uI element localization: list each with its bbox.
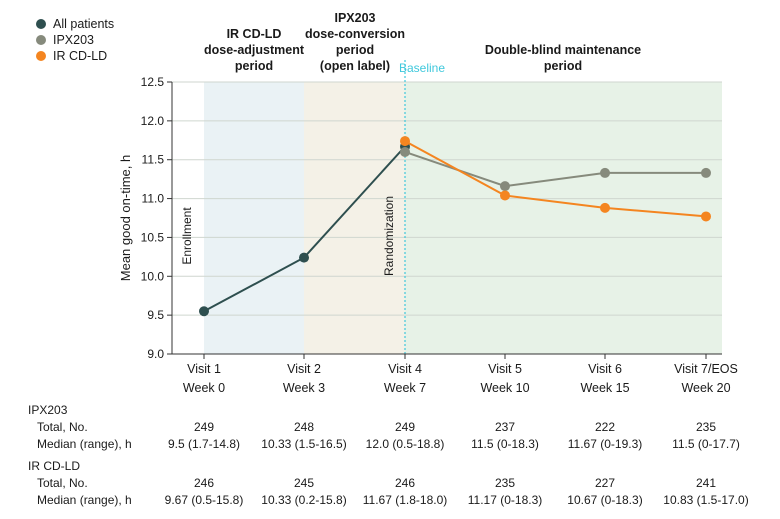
x-tick-label-week: Week 3 [283,381,325,395]
table-ipx-total: 248 [293,420,315,434]
x-tick-label-visit: Visit 6 [588,362,622,376]
table-ipx-median: 11.5 (0-17.7) [672,437,740,451]
series-group [199,136,711,317]
table-ir-median-label: Median (range), h [37,493,132,507]
table-ipx-median: 11.5 (0-18.3) [471,437,539,451]
data-point-ir-cd-ld [600,202,610,213]
adjust-period-background [204,82,304,354]
period-label-line: period [544,59,582,73]
table-ipx-label: IPX203 [28,403,68,417]
enrollment-annotation: Enrollment [180,207,194,265]
x-tick-label-visit: Visit 4 [388,362,422,376]
data-point-ipx203 [400,146,410,157]
gridlines [172,81,722,316]
x-tick-label-visit: Visit 7/EOS [674,362,738,376]
table-ipx-total: 222 [594,420,616,434]
y-axis-label: Mean good on-time, h [118,155,133,281]
legend-marker [36,19,46,29]
x-tick-label-week: Week 10 [480,381,529,395]
period-label-line: (open label) [320,59,390,73]
y-ticks: 9.0 9.5 10.0 10.5 11.0 11.5 12.0 12.5 [141,75,172,361]
x-tick-label-week: Week 7 [384,381,426,395]
baseline-label: Baseline [399,61,445,75]
data-point-ipx203 [600,167,610,178]
table-ir-total: 227 [594,476,616,490]
data-point-ir-cd-ld [500,190,510,201]
data-point-all-patients [199,306,209,317]
table-ir-median: 11.67 (1.8-18.0) [362,493,448,507]
series-line-ir-cd-ld [404,140,707,218]
period-label-line: dose-conversion [305,27,405,41]
period-label-line: Double-blind maintenance [485,43,641,57]
x-tick-label-week: Week 0 [183,381,225,395]
table-ipx-median: 10.33 (1.5-16.5) [261,437,347,451]
table-ipx-total: 235 [695,420,717,434]
x-tick-label-week: Week 20 [681,381,730,395]
table-ir-median: 10.67 (0-18.3) [567,493,643,507]
period-label-line: period [235,59,273,73]
table-ir-median: 10.33 (0.2-15.8) [261,493,347,507]
data-point-ir-cd-ld [400,136,410,147]
x-tick-label-visit: Visit 1 [187,362,221,376]
period-label-line: period [336,43,374,57]
y-tick-label: 11.0 [142,192,165,206]
y-tick-label: 10.0 [141,269,165,283]
x-tick-label-visit: Visit 2 [287,362,321,376]
table-ipx-total: 249 [193,420,215,434]
period-label-line: dose-adjustment [204,43,305,57]
x-tick-label-week: Week 15 [580,381,629,395]
table-ipx-total: 249 [394,420,416,434]
data-point-ipx203 [500,181,510,192]
table-ir-total: 241 [695,476,717,490]
table-ir-median: 11.17 (0-18.3) [467,493,543,507]
y-tick-label: 11.5 [142,153,165,167]
data-point-all-patients [299,252,309,263]
table-ir-total: 246 [193,476,215,490]
table-ir-median: 10.83 (1.5-17.0) [663,493,749,507]
conversion-period-background [304,82,405,354]
period-label-adjust: IR CD-LD dose-adjustment period [204,27,305,73]
y-tick-label: 12.0 [141,114,165,128]
table-ipx-total-label: Total, No. [37,420,88,434]
period-label-line: IPX203 [334,11,375,25]
period-label-line: IR CD-LD [227,27,282,41]
table-ir-total-label: Total, No. [37,476,88,490]
data-point-ir-cd-ld [701,211,711,222]
legend: All patients IPX203 IR CD-LD [36,17,114,63]
table-ipx-median: 12.0 (0.5-18.8) [365,437,445,451]
legend-label: IPX203 [53,33,94,47]
y-tick-label: 9.0 [147,347,164,361]
table-ir-label: IR CD-LD [28,459,81,473]
table-ir-total: 246 [394,476,416,490]
table-ipx-median: 11.67 (0-19.3) [567,437,643,451]
table-ir-total: 235 [494,476,516,490]
table-ir-total: 245 [293,476,315,490]
table-ipx-median-label: Median (range), h [37,437,132,451]
legend-marker [36,51,46,61]
x-ticks: Visit 1 Week 0 Visit 2 Week 3 Visit 4 Week 7 V… [183,354,738,395]
data-point-ipx203 [701,167,711,178]
legend-label: All patients [53,17,114,31]
legend-label: IR CD-LD [53,49,107,63]
y-tick-label: 12.5 [141,75,165,89]
legend-marker [36,35,46,45]
period-label-conversion: IPX203 dose-conversion period (open label) [305,11,405,73]
y-tick-label: 10.5 [141,230,165,244]
period-label-maintenance: Double-blind maintenance period [485,43,641,73]
maintenance-period-background [405,82,722,354]
x-tick-label-visit: Visit 5 [488,362,522,376]
table-ipx-median: 9.5 (1.7-14.8) [167,437,241,451]
y-tick-label: 9.5 [147,308,164,322]
table-ipx-total: 237 [494,420,516,434]
randomization-annotation: Randomization [382,196,396,276]
table-ir-median: 9.67 (0.5-15.8) [164,493,244,507]
